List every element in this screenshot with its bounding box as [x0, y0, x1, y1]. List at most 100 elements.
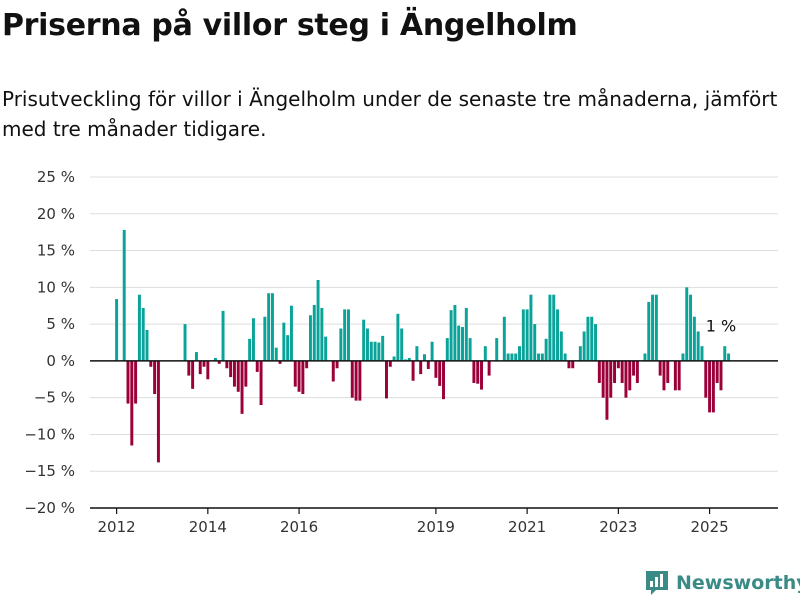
bar: [141, 307, 145, 361]
bar: [613, 360, 617, 383]
bar: [316, 279, 320, 361]
bar: [635, 360, 639, 383]
bar: [259, 360, 263, 406]
bar: [297, 360, 301, 392]
bar: [137, 294, 141, 361]
bar: [286, 335, 290, 361]
bar: [666, 360, 670, 383]
bar: [533, 324, 537, 361]
bars: [115, 229, 731, 463]
bar: [727, 353, 731, 361]
bar: [187, 360, 191, 376]
x-tick-label: 2025: [690, 518, 728, 536]
bar: [715, 360, 719, 383]
bar: [194, 352, 198, 361]
bar: [673, 360, 677, 391]
bar: [502, 316, 506, 361]
bar: [293, 360, 297, 387]
bar: [381, 335, 385, 361]
chart-title: Priserna på villor steg i Ängelholm: [2, 8, 578, 43]
bar: [457, 325, 461, 361]
bar: [240, 360, 244, 414]
bar: [681, 353, 685, 361]
bar: [567, 360, 571, 369]
bar: [354, 360, 358, 401]
bar: [236, 360, 240, 392]
bar: [483, 346, 487, 361]
y-tick-label: 0 %: [46, 352, 75, 370]
latest-value-annotation: 1 %: [706, 317, 736, 336]
bar: [289, 305, 293, 361]
bar: [461, 327, 464, 361]
bar: [373, 341, 377, 361]
bar: [468, 338, 472, 361]
bar: [472, 360, 476, 383]
bar: [320, 307, 324, 361]
bar: [510, 353, 514, 361]
bar: [605, 360, 609, 420]
bar: [708, 360, 712, 413]
bar: [282, 322, 286, 361]
bar: [423, 354, 426, 361]
bar: [335, 360, 339, 369]
bar: [442, 360, 445, 400]
x-tick-label: 2014: [189, 518, 227, 536]
bar: [594, 324, 598, 361]
bar: [377, 342, 381, 361]
y-tick-label: −5 %: [34, 389, 75, 407]
bar: [324, 336, 328, 361]
bar: [156, 360, 160, 463]
bar: [134, 360, 138, 404]
bar: [369, 341, 373, 361]
bar: [400, 328, 404, 361]
bar: [453, 304, 457, 361]
bar: [225, 360, 229, 369]
bar: [654, 294, 658, 361]
bar: [620, 360, 624, 383]
bar: [419, 360, 423, 375]
bar: [251, 318, 255, 361]
bar: [544, 338, 548, 361]
bar: [229, 360, 233, 378]
bar: [449, 310, 453, 361]
bar: [115, 299, 119, 361]
bar: [616, 360, 620, 369]
bar: [221, 310, 225, 361]
bar: [525, 309, 529, 361]
chart-subtitle: Prisutveckling för villor i Ängelholm un…: [2, 87, 778, 141]
bar: [445, 338, 449, 361]
bar: [711, 360, 715, 413]
bar: [476, 360, 480, 384]
bar: [248, 338, 252, 361]
bar: [407, 357, 411, 361]
y-tick-label: −10 %: [24, 425, 75, 443]
bar: [632, 360, 636, 376]
bar: [339, 328, 343, 361]
bar: [609, 360, 613, 398]
bar: [312, 304, 316, 361]
x-tick-label: 2012: [98, 518, 136, 536]
bar: [191, 360, 195, 389]
x-tick-label: 2016: [280, 518, 318, 536]
bar: [514, 353, 518, 361]
bar: [153, 360, 157, 394]
bar: [213, 357, 217, 361]
bar: [438, 360, 442, 386]
brand-name: Newsworthy: [676, 572, 800, 594]
bar: [232, 360, 236, 387]
x-tick-label: 2021: [508, 518, 546, 536]
bar: [385, 360, 388, 399]
bar: [430, 341, 434, 361]
bar: [396, 313, 400, 361]
bar: [723, 346, 727, 361]
bar: [704, 360, 708, 398]
bar: [597, 360, 601, 383]
bar: [343, 309, 347, 361]
bar: [529, 294, 533, 361]
bar: [305, 360, 309, 369]
bar: [628, 360, 632, 391]
bar: [689, 294, 693, 361]
bar: [263, 316, 267, 361]
bar: [301, 360, 305, 394]
